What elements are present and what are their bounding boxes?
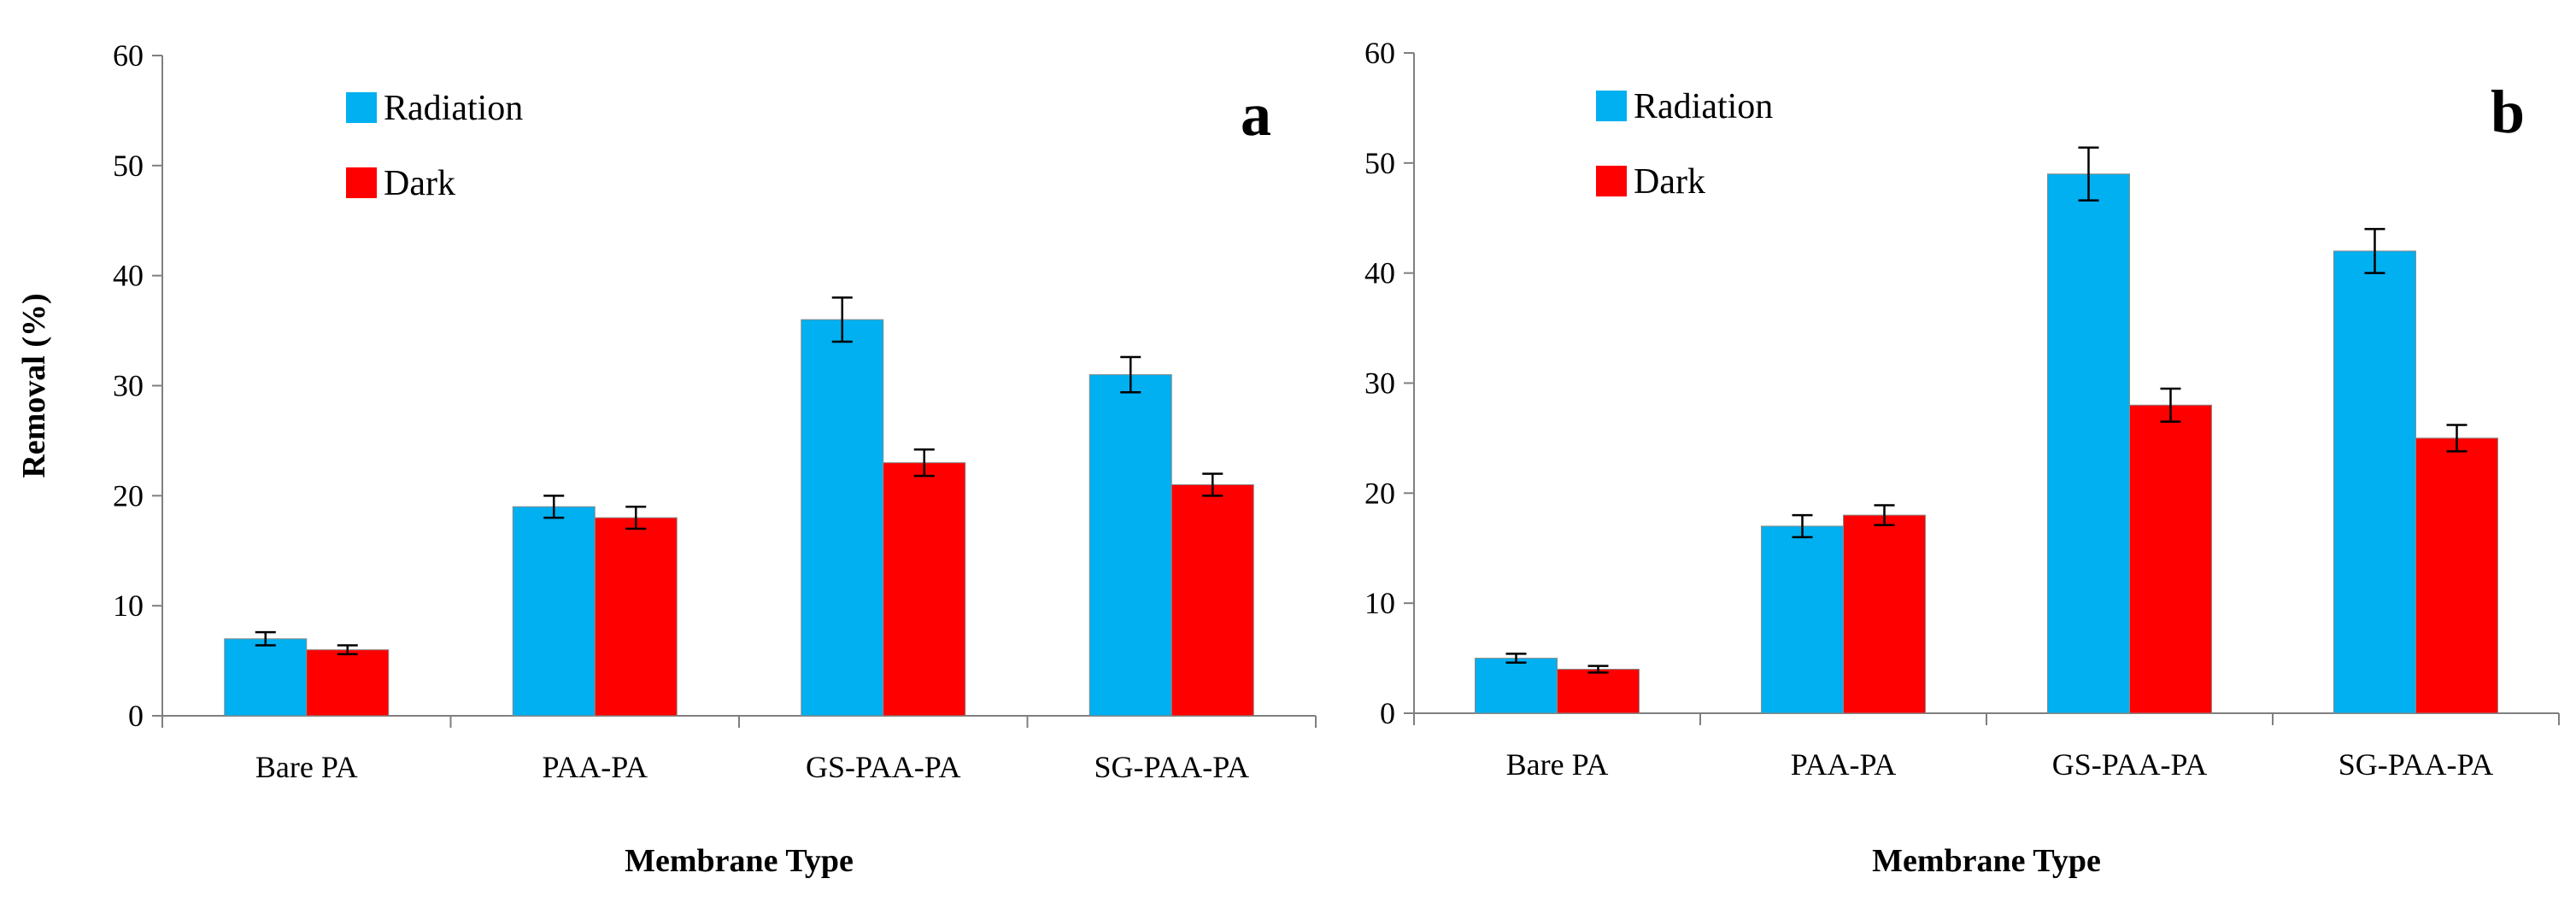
bar-radiation-paa-pa	[1761, 525, 1844, 714]
x-tick-label: Bare PA	[1506, 747, 1609, 782]
y-tick-label: 30	[1364, 366, 1395, 401]
legend-label-dark: Dark	[1634, 162, 1705, 202]
chart-panel-b: 0 10 20 30 40 50 60 Bare PA PAA-PA GS-PAA-PA SG-PA…	[1364, 36, 2560, 879]
bar-dark-gs-paa-pa	[2129, 404, 2212, 714]
legend-swatch-radiation	[1596, 91, 1627, 121]
bar-dark-gs-paa-pa	[883, 462, 966, 717]
x-tick-label: GS-PAA-PA	[2052, 747, 2207, 782]
x-axis-title: Membrane Type	[1872, 843, 2101, 879]
x-tick-label: SG-PAA-PA	[2338, 747, 2493, 782]
y-tick-label: 10	[1364, 586, 1395, 620]
y-tick-label: 60	[1364, 36, 1395, 70]
bar-radiation-paa-pa	[512, 506, 596, 717]
bar-dark-sg-paa-pa	[1171, 483, 1254, 717]
bar-dark-paa-pa	[1843, 514, 1926, 714]
y-tick-label: 30	[113, 369, 144, 403]
legend-swatch-radiation	[346, 92, 377, 123]
bar-radiation-bare-pa	[224, 638, 308, 717]
bar-radiation-sg-paa-pa	[1088, 374, 1172, 717]
bar-radiation-gs-paa-pa	[2047, 173, 2130, 714]
y-tick-label: 40	[113, 259, 144, 293]
y-axis-title: Removal (%)	[16, 293, 52, 477]
x-tick-label: PAA-PA	[543, 750, 648, 784]
legend-swatch-dark	[1596, 166, 1627, 196]
y-tick-label: 0	[128, 699, 144, 733]
y-tick-label: 50	[1364, 146, 1395, 180]
bar-radiation-sg-paa-pa	[2333, 250, 2416, 714]
panel-label: a	[1241, 80, 1271, 149]
bar-radiation-gs-paa-pa	[801, 319, 884, 717]
x-axis-title: Membrane Type	[625, 843, 854, 879]
bar-dark-paa-pa	[594, 517, 678, 717]
legend-label-radiation: Radiation	[384, 89, 523, 128]
x-tick-label: GS-PAA-PA	[806, 750, 960, 784]
legend: Radiation Dark	[1596, 87, 1773, 202]
bar-dark-sg-paa-pa	[2415, 437, 2498, 714]
bar-dark-bare-pa	[306, 649, 390, 717]
chart-panel-a: 0 10 20 30 40 50 60 Bare PA PAA-PA GS-PAA-PA SG-PA…	[16, 38, 1317, 879]
legend: Radiation Dark	[346, 89, 523, 203]
y-tick-label: 20	[113, 478, 144, 512]
x-tick-label: Bare PA	[255, 750, 358, 784]
y-tick-label: 10	[113, 589, 144, 623]
x-tick-label: PAA-PA	[1791, 747, 1896, 782]
y-tick-label: 50	[113, 149, 144, 183]
panel-label: b	[2491, 78, 2525, 146]
y-tick-label: 0	[1380, 696, 1395, 730]
bar-dark-bare-pa	[1557, 668, 1640, 714]
bar-radiation-bare-pa	[1475, 658, 1558, 714]
y-tick-label: 20	[1364, 476, 1395, 510]
legend-swatch-dark	[346, 167, 377, 198]
y-tick-label: 40	[1364, 256, 1395, 290]
y-tick-label: 60	[113, 38, 144, 73]
legend-label-dark: Dark	[384, 164, 455, 203]
x-tick-label: SG-PAA-PA	[1094, 750, 1249, 784]
legend-label-radiation: Radiation	[1634, 87, 1773, 126]
